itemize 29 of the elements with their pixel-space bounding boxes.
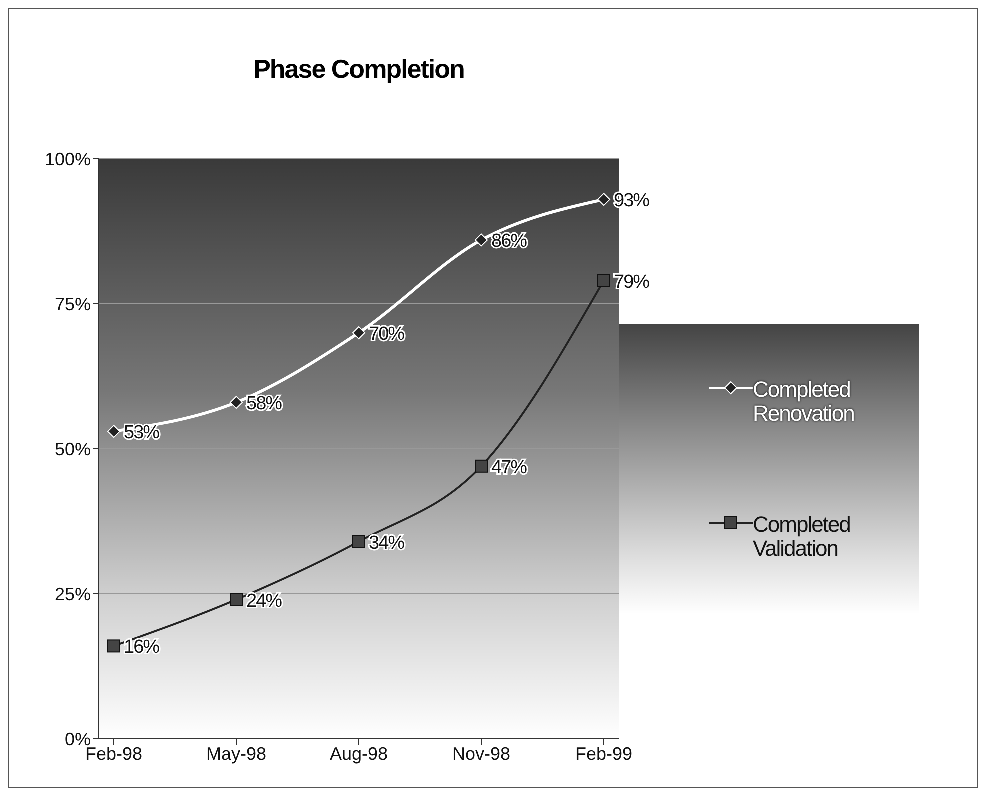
data-label: 58% <box>246 394 283 415</box>
x-tick-label: May-98 <box>206 744 267 764</box>
point <box>598 193 610 206</box>
data-label: 16% <box>124 637 160 658</box>
data-label: 53% <box>124 422 160 444</box>
data-label: 24% <box>246 590 283 612</box>
data-label: 86% <box>492 231 528 252</box>
data-label: 34% <box>369 532 406 554</box>
point <box>108 425 120 438</box>
x-tick-label: Nov-98 <box>452 744 511 764</box>
point <box>230 396 243 410</box>
point <box>475 460 488 473</box>
y-tick-label: 25% <box>54 584 91 604</box>
point <box>352 326 366 340</box>
point <box>230 593 243 606</box>
x-tick-label: Aug-98 <box>330 744 388 764</box>
point <box>108 640 120 653</box>
point <box>475 234 488 247</box>
data-label: 70% <box>369 324 406 345</box>
y-tick-label: 75% <box>54 294 91 314</box>
legend-label: Completed Renovation <box>753 376 856 426</box>
data-label: 47% <box>492 457 528 478</box>
y-tick-label: 100% <box>44 149 91 170</box>
legend-label: Completed Validation <box>753 512 852 560</box>
point <box>598 274 610 288</box>
x-tick-label: Feb-99 <box>575 744 633 764</box>
point <box>352 535 366 548</box>
chart-title: Phase Completion <box>252 54 466 85</box>
y-tick-label: 50% <box>54 439 91 460</box>
